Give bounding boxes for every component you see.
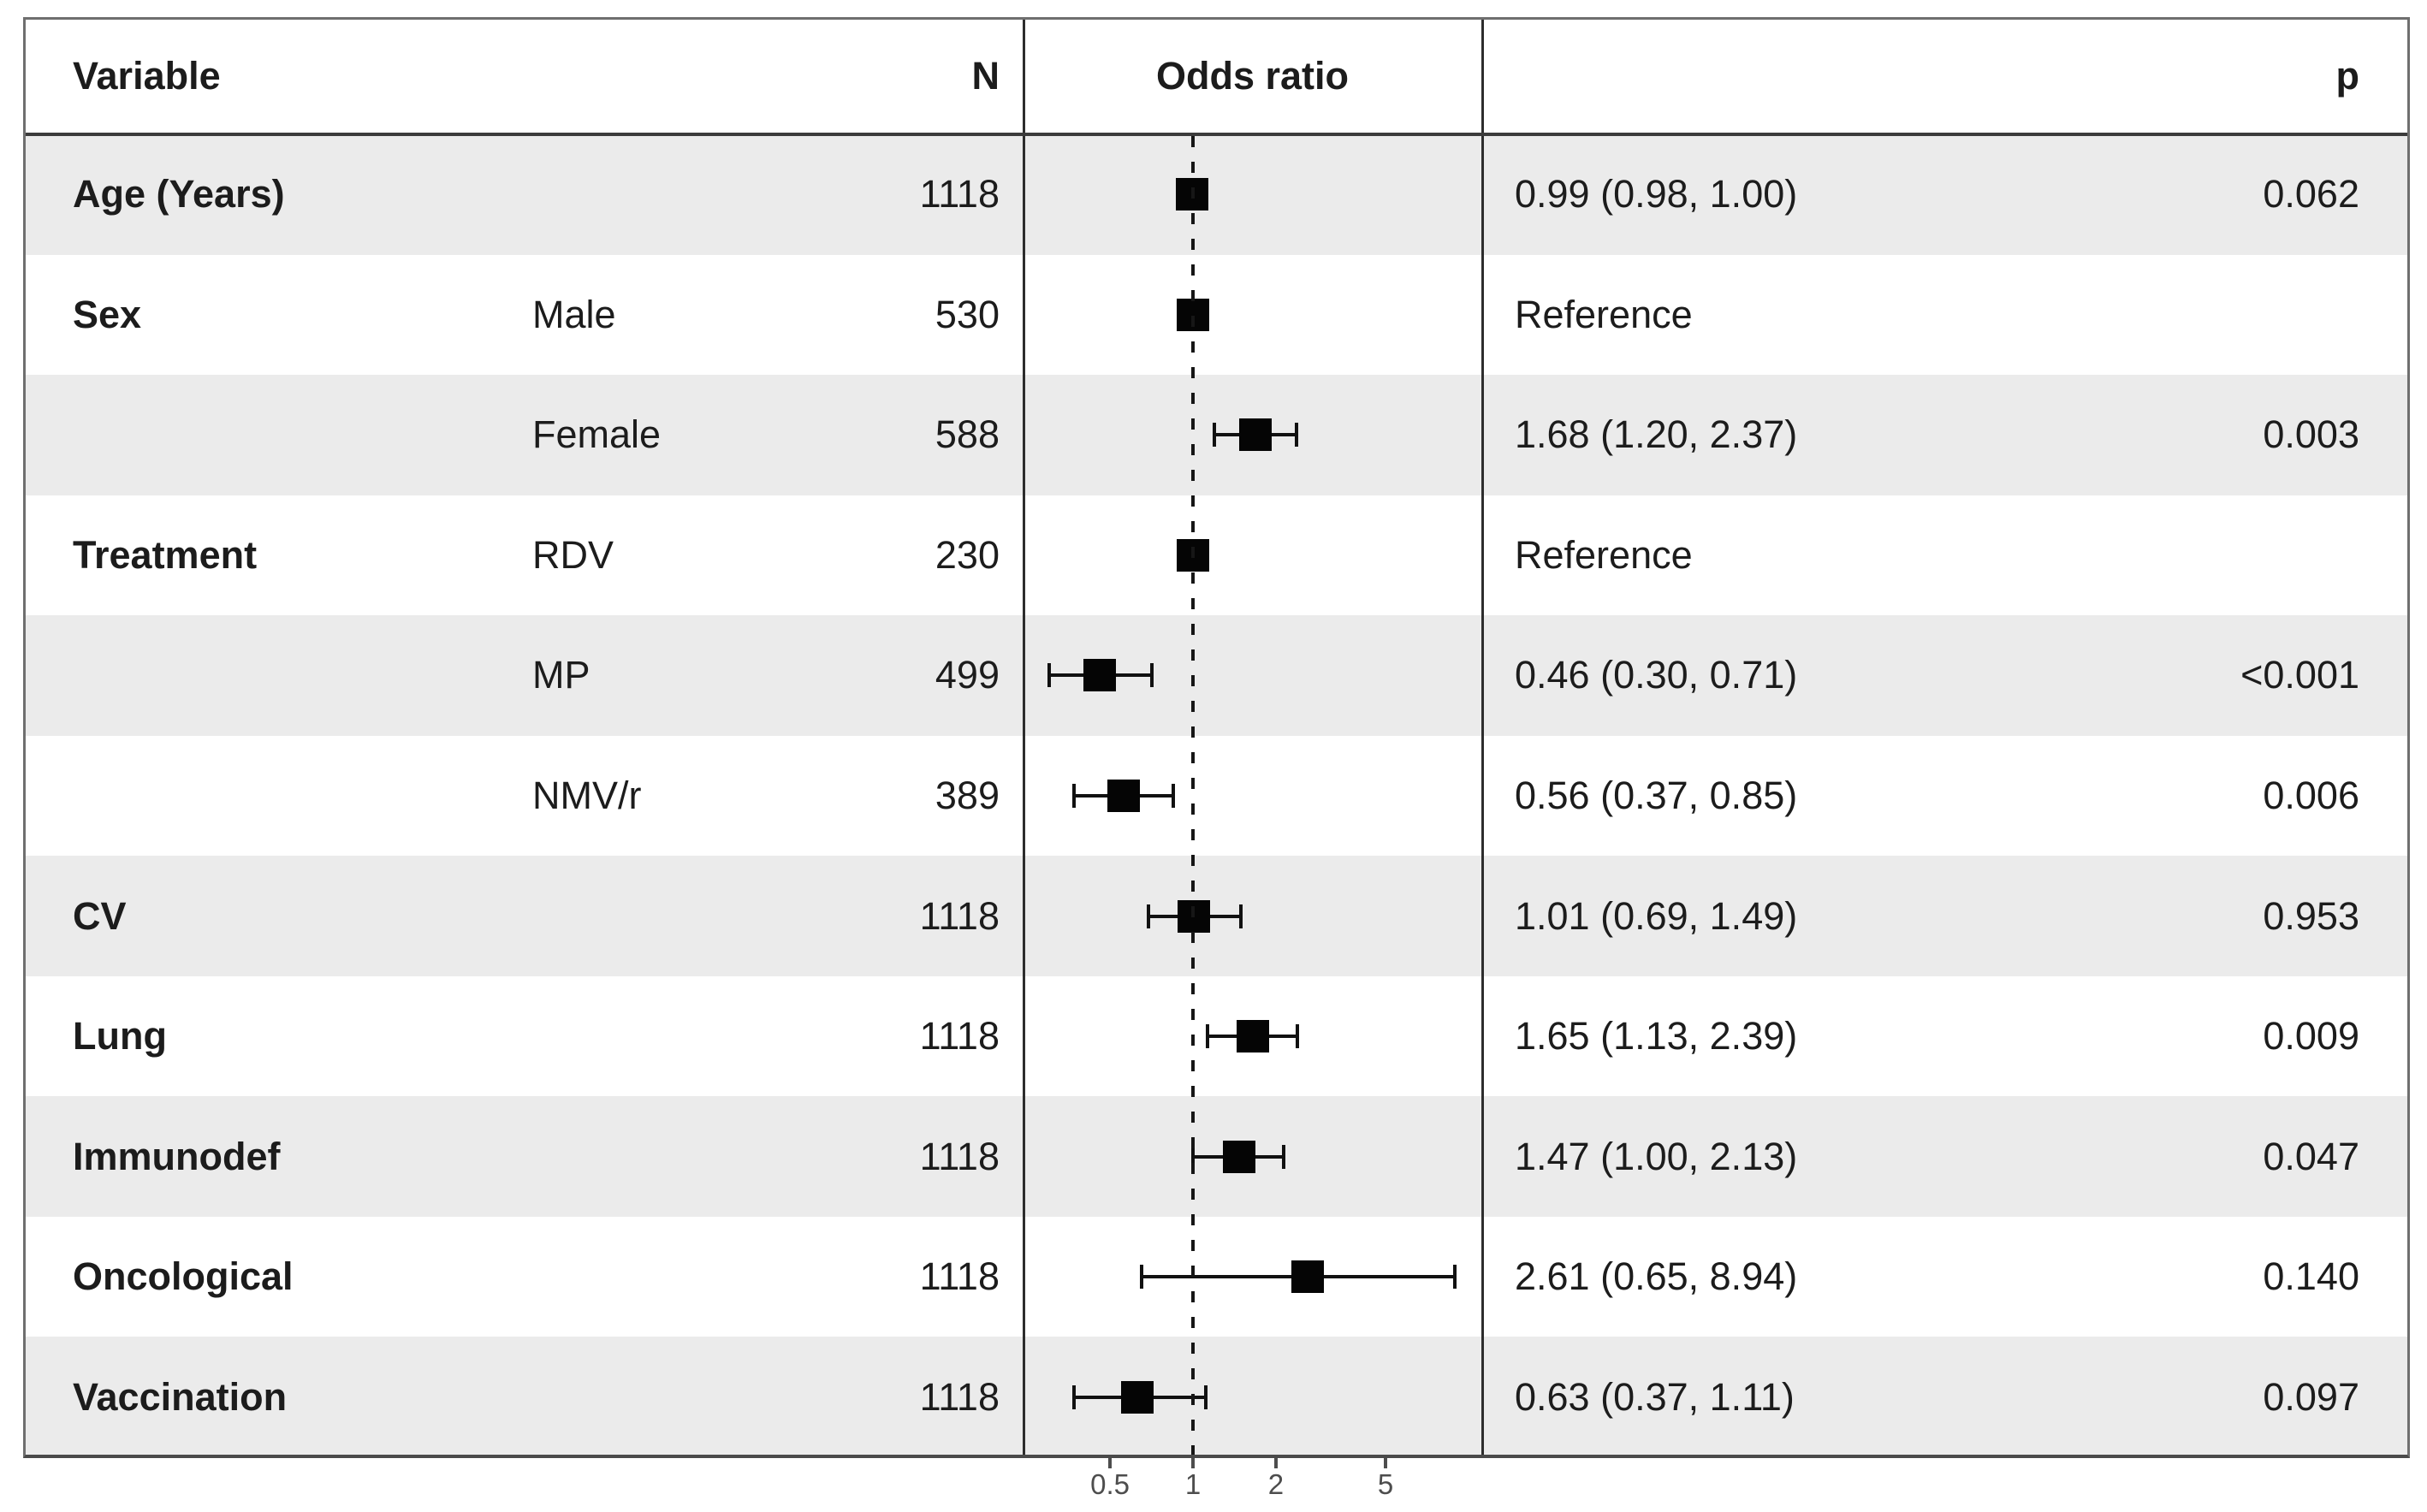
row-p-value: <0.001 [2240,653,2359,697]
row-p-value: 0.047 [2263,1134,2359,1178]
table-row: Lung 1118 1.65 (1.13, 2.39) 0.009 [26,975,2407,1097]
table-row: Age (Years) 1118 0.99 (0.98, 1.00) 0.062 [26,134,2407,255]
axis-tick-label: 2 [1267,1468,1285,1500]
row-p-value: 0.009 [2263,1014,2359,1058]
reference-line-or-1 [1191,136,1195,1456]
ci-cap [1238,904,1243,928]
row-n-value: 588 [935,412,1000,457]
table-row: Immunodef 1118 1.47 (1.00, 2.13) 0.047 [26,1096,2407,1217]
ci-cap [1213,423,1217,448]
odds-ratio-marker [1083,659,1117,692]
table-row: Vaccination 1118 0.63 (0.37, 1.11) 0.097 [26,1337,2407,1457]
ci-cap [1139,1265,1143,1290]
row-estimate-value: 0.99 (0.98, 1.00) [1515,172,1798,216]
axis-tick [1191,1457,1195,1468]
row-p-value: 0.097 [2263,1374,2359,1419]
ci-cap [1453,1265,1457,1290]
row-estimate-value: 0.46 (0.30, 0.71) [1515,653,1798,697]
axis-tick [1273,1457,1278,1468]
column-rule-left [1023,20,1025,1456]
ci-cap [1172,783,1176,808]
row-variable-label: Oncological [73,1254,294,1299]
row-n-value: 1118 [919,1374,1000,1419]
row-p-value: 0.953 [2263,893,2359,938]
axis-tick-label: 0.5 [1090,1468,1130,1500]
row-variable-label: Treatment [73,532,258,577]
axis-tick-label: 5 [1377,1468,1394,1500]
ci-cap [1295,1024,1299,1049]
ci-cap [1071,1385,1076,1409]
row-variable-label: Immunodef [73,1134,281,1178]
row-p-value: 0.003 [2263,412,2359,457]
table-row: MP 499 0.46 (0.30, 0.71) <0.001 [26,615,2407,736]
table-row: Oncological 1118 2.61 (0.65, 8.94) 0.140 [26,1216,2407,1337]
ci-cap [1294,423,1298,448]
row-p-value: 0.140 [2263,1254,2359,1299]
axis-tick [1384,1457,1388,1468]
row-estimate-value: Reference [1515,532,1693,577]
row-n-value: 1118 [919,1254,1000,1299]
row-n-value: 1118 [919,1134,1000,1178]
row-level-label: MP [532,653,590,697]
odds-ratio-marker [1222,1140,1255,1173]
row-variable-label: Lung [73,1014,167,1058]
row-estimate-value: 2.61 (0.65, 8.94) [1515,1254,1798,1299]
row-estimate-value: 1.65 (1.13, 2.39) [1515,1014,1798,1058]
row-n-value: 530 [935,292,1000,336]
table-row: Female 588 1.68 (1.20, 2.37) 0.003 [26,375,2407,495]
row-level-label: Male [532,292,616,336]
row-variable-label: Age (Years) [73,172,285,216]
row-n-value: 1118 [919,1014,1000,1058]
ci-cap [1147,904,1151,928]
odds-ratio-marker [1107,779,1140,812]
row-estimate-value: 1.01 (0.69, 1.49) [1515,893,1798,938]
row-variable-label: CV [73,893,127,938]
odds-ratio-marker [1237,1020,1270,1053]
table-row: Sex Male 530 Reference [26,254,2407,376]
row-estimate-value: 0.56 (0.37, 0.85) [1515,773,1798,817]
row-n-value: 1118 [919,172,1000,216]
axis-tick [1108,1457,1113,1468]
table-row: Treatment RDV 230 Reference [26,495,2407,616]
row-level-label: NMV/r [532,773,642,817]
row-n-value: 499 [935,653,1000,697]
ci-cap [1150,663,1154,688]
row-variable-label: Sex [73,292,142,336]
row-level-label: Female [532,412,662,457]
ci-cap [1203,1385,1208,1409]
row-n-value: 230 [935,532,1000,577]
row-estimate-value: 1.68 (1.20, 2.37) [1515,412,1798,457]
row-level-label: RDV [532,532,614,577]
row-estimate-value: 0.63 (0.37, 1.11) [1515,1374,1795,1419]
ci-cap [1071,783,1076,808]
column-header-variable: Variable [73,54,221,98]
row-estimate-value: 1.47 (1.00, 2.13) [1515,1134,1798,1178]
odds-ratio-marker [1238,418,1272,452]
axis-tick-label: 1 [1184,1468,1202,1500]
odds-ratio-marker [1121,1380,1154,1414]
row-p-value: 0.062 [2263,172,2359,216]
column-header-odds-ratio: Odds ratio [1155,54,1350,98]
ci-cap [1047,663,1051,688]
odds-ratio-marker [1291,1260,1325,1294]
column-header-n: N [971,54,1000,98]
row-estimate-value: Reference [1515,292,1693,336]
table-row: CV 1118 1.01 (0.69, 1.49) 0.953 [26,856,2407,976]
column-header-p: p [2335,54,2360,98]
row-n-value: 1118 [919,893,1000,938]
ci-cap [1281,1144,1285,1169]
header-separator-rule [23,133,2410,136]
row-n-value: 389 [935,773,1000,817]
row-variable-label: Vaccination [73,1374,288,1419]
row-p-value: 0.006 [2263,773,2359,817]
column-rule-right [1481,20,1484,1456]
table-row: NMV/r 389 0.56 (0.37, 0.85) 0.006 [26,735,2407,857]
ci-cap [1206,1024,1210,1049]
